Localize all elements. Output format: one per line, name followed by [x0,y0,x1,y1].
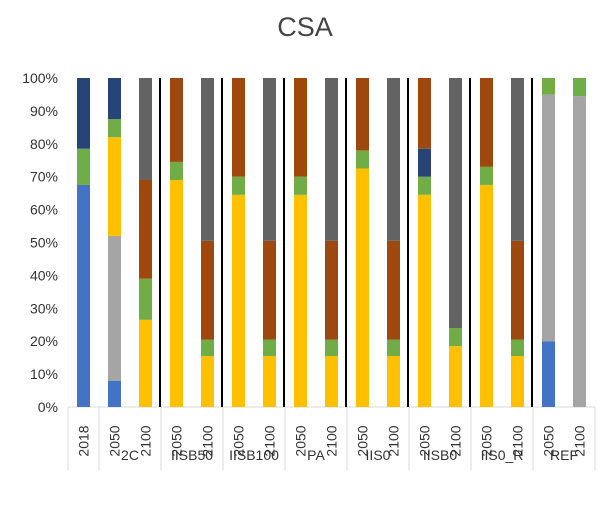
bar-segment [511,339,524,357]
bar-segment [511,78,524,241]
x-year-label: 2100 [448,425,464,456]
x-group-label: 2C [121,447,139,463]
y-tick-label: 20% [30,333,58,349]
y-tick-label: 50% [30,235,58,251]
x-year-label: 2050 [107,425,123,456]
bar-segment [356,168,369,407]
bar-segment [263,78,276,241]
bar-segment [77,78,90,149]
x-year-label: 2018 [76,425,92,456]
x-year-label: 2100 [386,425,402,456]
bar-segment [108,137,121,236]
x-year-label: 2050 [293,425,309,456]
bar-segment [232,176,245,195]
bar-segment [108,119,121,138]
y-tick-label: 80% [30,136,58,152]
y-tick-label: 100% [22,70,58,86]
bar-segment [139,278,152,320]
x-year-label: 2050 [231,425,247,456]
bar-segment [77,184,90,407]
bar-segment [573,78,586,97]
x-group-label: IIS0 [366,447,391,463]
bar-segment [325,240,338,340]
bar-segment [356,78,369,151]
bar-segment [170,78,183,162]
bar-segment [542,341,555,407]
bar-segment [325,356,338,407]
x-year-label: 2100 [200,425,216,456]
x-year-label: 2050 [169,425,185,456]
y-tick-label: 40% [30,267,58,283]
x-group-label: REF [550,447,578,463]
bar-segment [170,179,183,407]
bar-segment [418,194,431,407]
y-tick-label: 60% [30,202,58,218]
bar-segment [418,176,431,195]
bar-segment [232,78,245,177]
bar-segment [387,240,400,340]
x-group-label: IISB0 [423,447,457,463]
x-year-label: 2050 [541,425,557,456]
y-tick-label: 90% [30,103,58,119]
bar-segment [480,166,493,185]
bar-segment [449,328,462,347]
bar-segment [449,78,462,329]
bar-segment [418,148,431,177]
bar-segment [387,78,400,241]
bar-segment [480,184,493,407]
bar-segment [511,240,524,340]
bar-segment [139,78,152,180]
bar-segment [325,339,338,357]
bar-segment [201,356,214,407]
bar-segment [108,235,121,381]
bar-segment [387,339,400,357]
bar-segment [139,319,152,407]
chart-title: CSA [277,12,333,42]
bar-segment [542,94,555,342]
bar-segment [387,356,400,407]
x-year-label: 2100 [138,425,154,456]
bar-segment [480,78,493,167]
bar-segment [232,194,245,407]
bar-segment [201,339,214,357]
bar-segment [356,150,369,169]
x-year-label: 2100 [324,425,340,456]
bar-segment [418,78,431,149]
y-tick-label: 70% [30,169,58,185]
bar-segment [573,96,586,407]
y-tick-label: 10% [30,366,58,382]
bar-segment [263,240,276,340]
bar-segment [139,179,152,279]
bar-segment [77,148,90,185]
x-group-label: PA [307,447,325,463]
bar-segment [294,176,307,195]
bar-segment [263,339,276,357]
x-group-label: IISB50 [171,447,213,463]
bar-segment [108,78,121,120]
bar-segment [201,78,214,241]
x-year-label: 2100 [510,425,526,456]
x-year-label: 2100 [262,425,278,456]
x-group-label: IISB100 [229,447,279,463]
x-year-label: 2050 [355,425,371,456]
y-tick-label: 30% [30,300,58,316]
bar-segment [325,78,338,241]
x-year-label: 2050 [479,425,495,456]
bar-segment [263,356,276,407]
x-group-label: IIS0_R [481,447,524,463]
x-year-label: 2100 [572,425,588,456]
bar-segment [294,78,307,177]
y-tick-label: 0% [38,399,58,415]
bar-segment [170,161,183,180]
bar-segment [449,346,462,407]
bar-segment [542,78,555,95]
bar-segment [294,194,307,407]
bar-segment [108,380,121,407]
bar-segment [201,240,214,340]
bar-segment [511,356,524,407]
x-year-label: 2050 [417,425,433,456]
